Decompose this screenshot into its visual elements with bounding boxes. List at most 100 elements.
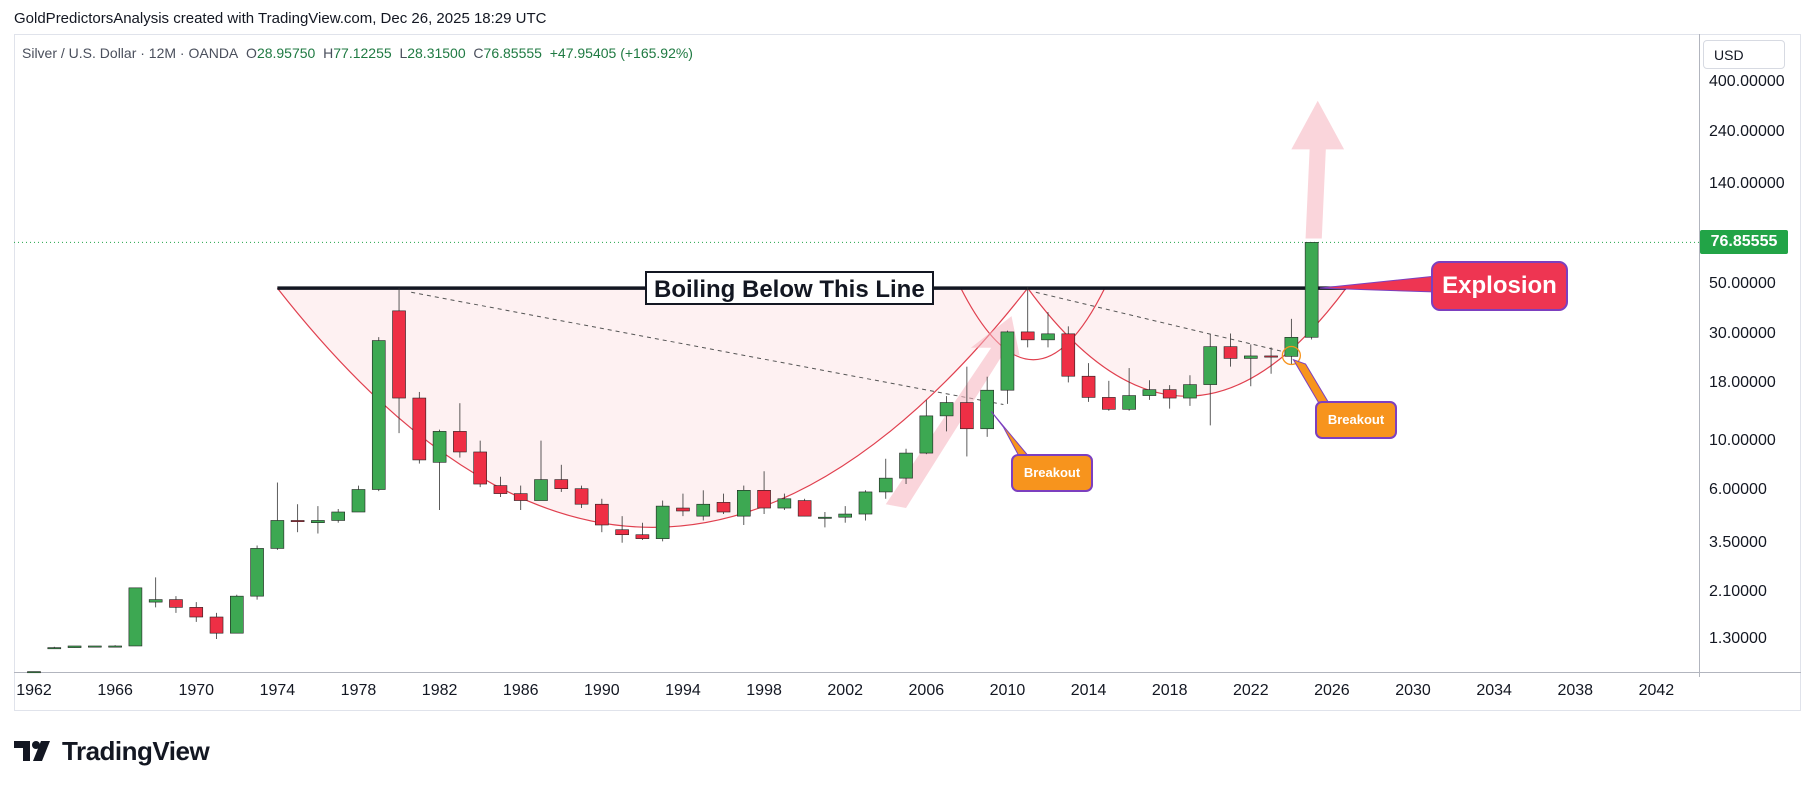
candle-body-1979 [371, 340, 386, 490]
candle-body-1996 [716, 502, 731, 513]
candle-body-1975 [290, 520, 305, 522]
candle-body-2000 [797, 500, 812, 517]
candle-body-1976 [311, 520, 325, 523]
legend-open: 28.95750 [256, 45, 316, 61]
legend-change: +47.95405 (+165.92%) [549, 45, 693, 61]
time-tick-12: 2010 [989, 682, 1026, 699]
candle-body-2011 [1020, 331, 1035, 341]
arrow-up-2 [1291, 100, 1345, 239]
candle-body-1972 [230, 595, 244, 634]
currency-selector[interactable]: USD [1703, 40, 1785, 69]
legend-open-label: O [246, 45, 257, 61]
time-tick-0: 1962 [16, 682, 52, 699]
time-tick-9: 1998 [746, 682, 782, 699]
time-tick-19: 2038 [1557, 682, 1594, 699]
price-tick-8: 3.50000 [1709, 533, 1767, 551]
tradingview-logo-icon [14, 741, 50, 761]
candle-body-2001 [818, 516, 832, 519]
time-tick-6: 1986 [502, 682, 539, 699]
candle-body-2021 [1223, 346, 1238, 359]
candle-body-2007 [939, 402, 954, 417]
tradingview-logo-text: TradingView [62, 735, 210, 766]
candle-body-2017 [1142, 389, 1157, 396]
legend-close: 76.85555 [483, 45, 542, 61]
price-tick-0: 400.00000 [1709, 73, 1785, 90]
candle-body-2016 [1122, 395, 1136, 410]
breakout-marker-2 [1281, 345, 1302, 366]
candle-body-2020 [1203, 346, 1218, 385]
price-tick-1: 240.00000 [1709, 122, 1785, 140]
candle-body-1995 [696, 503, 711, 517]
breakout-label-2: Breakout [1315, 401, 1397, 439]
candle-body-2010 [1000, 331, 1015, 391]
price-tick-7: 6.00000 [1709, 481, 1767, 499]
candle-body-1965 [88, 645, 102, 648]
candle-body-1997 [736, 490, 751, 517]
time-tick-2: 1970 [178, 682, 215, 699]
time-tick-4: 1978 [340, 682, 377, 699]
candle-body-1985 [493, 485, 508, 494]
chart-frame [14, 34, 1801, 711]
candle-body-2015 [1102, 397, 1116, 410]
legend-symbol: Silver / U.S. Dollar · 12M · OANDA [22, 45, 239, 61]
time-tick-8: 1994 [665, 682, 701, 699]
candle-body-2018 [1162, 389, 1177, 399]
candle-body-1988 [554, 479, 569, 490]
time-tick-7: 1990 [584, 682, 620, 699]
price-tick-5: 18.00000 [1709, 374, 1776, 392]
candle-body-1969 [169, 599, 183, 608]
breakout-pointer-2 [1292, 358, 1331, 406]
candle-body-1967 [128, 587, 143, 647]
candle-body-2009 [980, 389, 994, 430]
candle-body-1962 [27, 671, 41, 674]
candle-body-2008 [960, 402, 974, 430]
cup-2-fill [1027, 288, 1347, 397]
time-tick-18: 2034 [1476, 682, 1512, 699]
legend-low: 28.31500 [407, 45, 466, 61]
candle-body-2013 [1061, 333, 1076, 377]
candle-body-1980 [392, 310, 406, 399]
legend-high-label: H [323, 45, 334, 61]
candle-body-1987 [534, 479, 548, 501]
candle-body-1963 [47, 647, 62, 650]
legend-close-label: C [473, 45, 484, 61]
last-price-tag: 76.85555 [1700, 230, 1788, 255]
tradingview-logo[interactable]: TradingView [14, 735, 210, 767]
top-caption: GoldPredictorsAnalysis created with Trad… [14, 10, 547, 27]
handle-arc [960, 287, 1106, 361]
breakout-pointer-1 [990, 411, 1032, 459]
price-tick-3: 50.00000 [1709, 275, 1776, 293]
time-tick-14: 2018 [1151, 682, 1188, 699]
price-tick-2: 140.00000 [1709, 175, 1785, 193]
candle-body-1990 [595, 503, 609, 526]
candle-body-1971 [209, 616, 224, 634]
candle-body-2023 [1264, 355, 1278, 358]
time-tick-13: 2014 [1070, 682, 1107, 699]
candle-body-1966 [108, 645, 122, 648]
price-tick-4: 30.00000 [1709, 324, 1776, 342]
candle-body-1970 [189, 607, 204, 618]
candle-body-2025 [1304, 242, 1319, 338]
candle-body-2022 [1244, 355, 1258, 359]
candle-body-1974 [270, 520, 285, 549]
price-tick-9: 2.10000 [1709, 583, 1767, 601]
time-tick-10: 2002 [827, 682, 863, 699]
candle-body-2006 [919, 415, 934, 454]
candle-body-1984 [473, 451, 487, 485]
candle-body-1981 [412, 397, 427, 461]
legend-low-label: L [399, 45, 408, 61]
candle-body-1999 [777, 498, 792, 509]
candle-body-1978 [351, 489, 366, 513]
candle-body-2005 [899, 452, 913, 479]
candle-body-1973 [250, 548, 264, 597]
time-tick-5: 1982 [421, 682, 458, 699]
candle-body-2002 [838, 513, 853, 518]
time-tick-20: 2042 [1638, 682, 1675, 699]
time-tick-3: 1974 [259, 682, 296, 699]
price-tick-6: 10.00000 [1709, 431, 1776, 449]
candle-body-1991 [615, 529, 629, 536]
price-tick-10: 1.30000 [1709, 630, 1767, 647]
breakout-label-1: Breakout [1011, 454, 1093, 492]
candle-body-2019 [1183, 384, 1197, 399]
